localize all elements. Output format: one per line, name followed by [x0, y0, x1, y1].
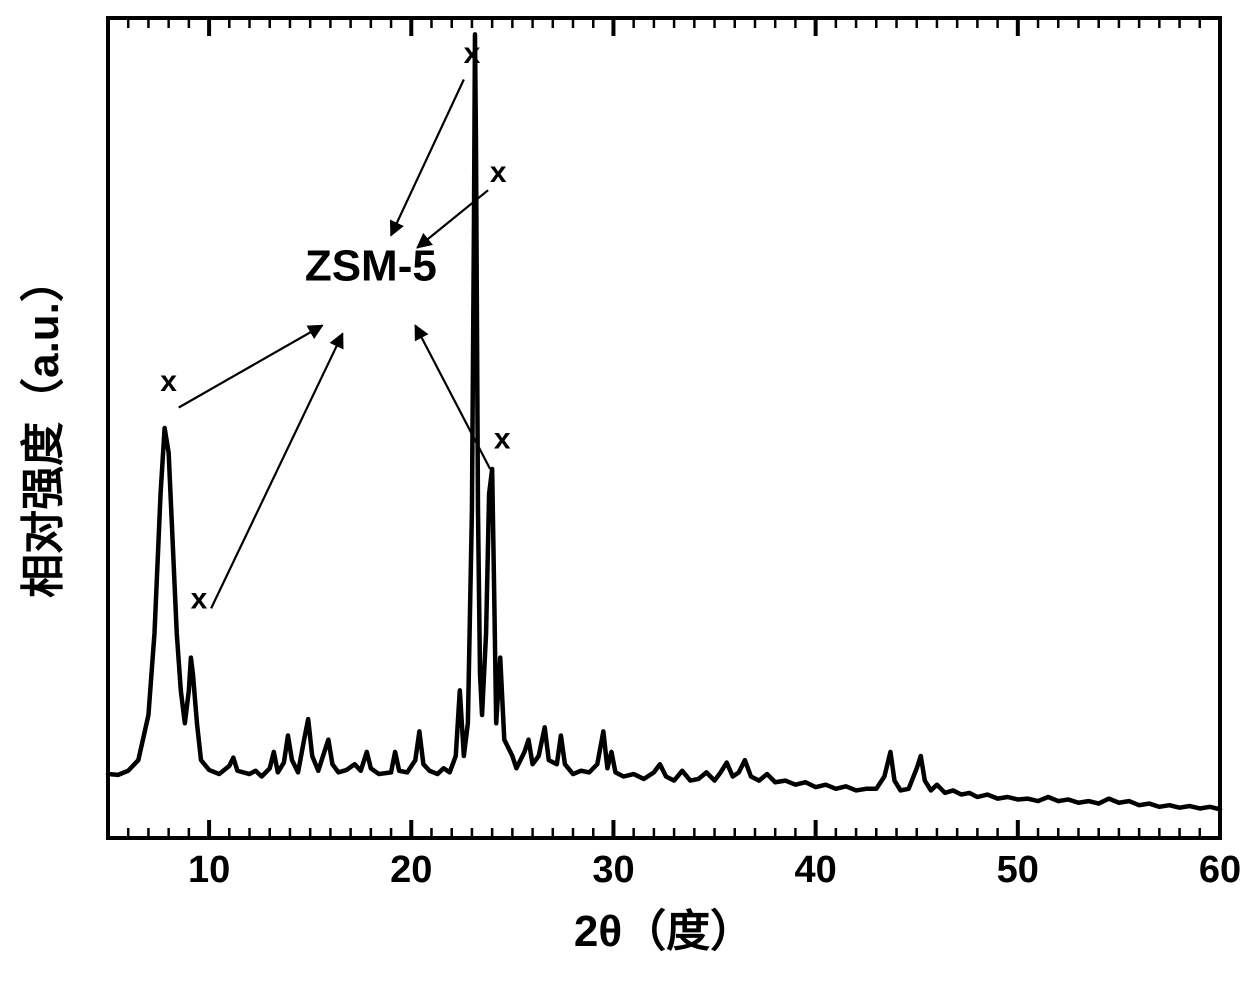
x-tick-label: 60 [1199, 849, 1240, 891]
peak-marker: x [464, 37, 481, 70]
peak-marker: x [160, 365, 177, 398]
x-tick-label: 30 [592, 849, 634, 891]
x-axis-title: 2θ（度） [574, 907, 754, 956]
x-tick-label: 50 [997, 849, 1039, 891]
x-tick-label: 40 [794, 849, 836, 891]
y-axis-title: 相对强度（a.u.） [19, 258, 68, 598]
x-tick-label: 10 [188, 849, 230, 891]
phase-label: ZSM-5 [305, 241, 437, 290]
peak-marker: x [494, 423, 511, 456]
peak-marker: x [490, 156, 507, 189]
peak-marker: x [191, 582, 208, 615]
xrd-chart: 10 20 30 40 50 60 2θ（度） 相对强度（a.u.） ZSM-5 x x x x x [0, 0, 1240, 982]
x-tick-label: 20 [390, 849, 432, 891]
